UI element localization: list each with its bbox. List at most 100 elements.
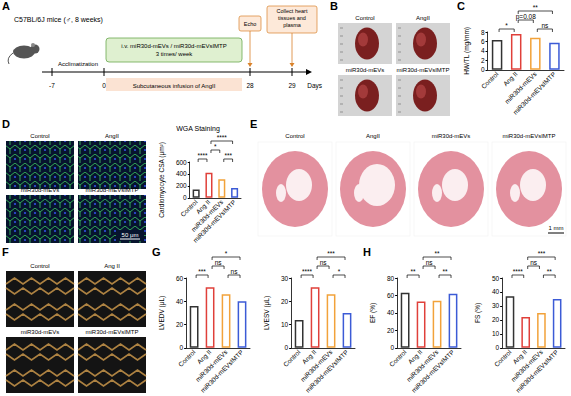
svg-text:Control: Control [285, 133, 304, 139]
svg-text:p=0.08: p=0.08 [516, 13, 536, 21]
svg-text:EF (%): EF (%) [369, 303, 377, 323]
svg-text:0: 0 [481, 66, 485, 73]
svg-text:****: **** [302, 268, 313, 275]
svg-text:30: 30 [492, 302, 500, 309]
svg-text:28: 28 [246, 82, 254, 89]
svg-text:Ang II: Ang II [104, 263, 120, 269]
svg-text:50 μm: 50 μm [122, 232, 139, 238]
svg-text:4: 4 [481, 47, 485, 54]
svg-text:miR30d-mEVsIMTP: miR30d-mEVsIMTP [511, 70, 556, 115]
svg-text:20: 20 [387, 327, 395, 334]
svg-text:**: ** [411, 268, 417, 275]
svg-text:20: 20 [176, 321, 184, 328]
svg-text:miR30d-mEVsIMTP: miR30d-mEVsIMTP [396, 67, 449, 73]
svg-text:10: 10 [281, 321, 289, 328]
svg-text:**: ** [443, 268, 449, 275]
svg-text:Echo: Echo [244, 21, 257, 27]
svg-text:29: 29 [288, 82, 296, 89]
svg-text:***: *** [538, 250, 546, 257]
svg-text:8: 8 [481, 29, 485, 36]
svg-text:40: 40 [387, 309, 395, 316]
svg-text:40: 40 [492, 288, 500, 295]
svg-text:FS (%): FS (%) [474, 303, 482, 323]
svg-text:ns: ns [231, 268, 239, 275]
svg-text:i.v. miR30d-mEVs / miR30d-mEVs: i.v. miR30d-mEVs / miR30d-mEVsIMTP [121, 43, 227, 49]
svg-text:WGA Staining: WGA Staining [176, 125, 220, 133]
svg-text:10: 10 [492, 330, 500, 337]
svg-text:*: * [505, 22, 508, 29]
svg-text:***: *** [198, 268, 206, 275]
svg-text:*: * [214, 143, 217, 150]
svg-text:1 mm: 1 mm [549, 225, 564, 231]
svg-text:****: **** [217, 134, 228, 141]
svg-text:miR30d-mEVs: miR30d-mEVs [346, 67, 385, 73]
svg-text:Control: Control [355, 15, 374, 21]
svg-text:plasma: plasma [283, 22, 302, 28]
svg-text:Subcutaneous infusion of AngII: Subcutaneous infusion of AngII [133, 83, 216, 89]
svg-text:miR30d-mEVs: miR30d-mEVs [432, 133, 471, 139]
svg-text:0: 0 [180, 344, 184, 351]
svg-text:Control: Control [177, 348, 197, 368]
svg-text:3 times/ week: 3 times/ week [156, 51, 194, 57]
svg-text:0: 0 [285, 344, 289, 351]
svg-text:miR30d-mEVsIMTP: miR30d-mEVsIMTP [199, 348, 244, 393]
svg-text:**: ** [547, 268, 553, 275]
svg-text:LVEDV (μL): LVEDV (μL) [158, 296, 166, 330]
svg-text:2: 2 [481, 57, 485, 64]
svg-text:miR30d-mEVsIMTP: miR30d-mEVsIMTP [85, 329, 138, 335]
svg-text:AngII: AngII [366, 133, 380, 139]
svg-text:tissues and: tissues and [278, 15, 306, 21]
svg-text:Control: Control [388, 348, 408, 368]
svg-text:80: 80 [387, 275, 395, 282]
svg-text:40: 40 [176, 298, 184, 305]
svg-text:miR30d-mEVsIMTP: miR30d-mEVsIMTP [502, 133, 555, 139]
svg-text:30: 30 [281, 275, 289, 282]
svg-text:Control: Control [282, 348, 302, 368]
svg-text:0: 0 [391, 344, 395, 351]
svg-text:miR30d-mEVsIMTP: miR30d-mEVsIMTP [514, 348, 559, 393]
svg-text:miR30d-mEVsIMTP: miR30d-mEVsIMTP [304, 348, 349, 393]
svg-text:Cardiomyocyte CSA (μm²): Cardiomyocyte CSA (μm²) [158, 142, 166, 218]
svg-text:600: 600 [176, 159, 187, 166]
svg-text:miR30d-mEVs: miR30d-mEVs [21, 329, 60, 335]
svg-text:miR30d-mEVs: miR30d-mEVs [21, 187, 60, 193]
svg-text:400: 400 [176, 170, 187, 177]
svg-text:Acclimatization: Acclimatization [58, 61, 98, 67]
svg-text:ns: ns [541, 22, 549, 29]
svg-text:***: *** [327, 250, 335, 257]
svg-text:Collect heart: Collect heart [277, 8, 308, 14]
svg-text:ns: ns [530, 259, 538, 266]
svg-text:***: *** [224, 152, 232, 159]
svg-text:60: 60 [387, 292, 395, 299]
svg-text:50: 50 [492, 275, 500, 282]
svg-text:*: * [338, 268, 341, 275]
svg-text:**: ** [435, 250, 441, 257]
svg-text:-7: -7 [49, 82, 55, 89]
svg-text:0: 0 [183, 194, 187, 201]
svg-text:Days: Days [307, 82, 323, 90]
svg-text:miR30d-mEVsIMTP: miR30d-mEVsIMTP [192, 198, 237, 243]
svg-text:20: 20 [492, 316, 500, 323]
svg-text:20: 20 [281, 298, 289, 305]
svg-text:0: 0 [102, 82, 106, 89]
svg-text:AngII: AngII [105, 133, 119, 139]
svg-text:Control: Control [30, 263, 49, 269]
svg-text:ns: ns [426, 259, 434, 266]
svg-text:C57BL/6J mice (♂, 8 weeks): C57BL/6J mice (♂, 8 weeks) [14, 16, 103, 24]
svg-text:LVESV (μL): LVESV (μL) [263, 296, 271, 330]
svg-text:Control: Control [493, 348, 513, 368]
svg-text:ns: ns [215, 259, 223, 266]
svg-text:200: 200 [176, 182, 187, 189]
svg-text:HW/TL (mg/mm): HW/TL (mg/mm) [463, 27, 471, 75]
svg-text:Control: Control [30, 133, 49, 139]
svg-text:AngII: AngII [416, 15, 430, 21]
svg-text:ns: ns [320, 259, 328, 266]
svg-text:miR30d-mEVsIMTP: miR30d-mEVsIMTP [410, 348, 455, 393]
svg-text:**: ** [533, 4, 539, 11]
svg-text:****: **** [513, 268, 524, 275]
svg-text:*: * [225, 250, 228, 257]
svg-text:miR30d-mEVs: miR30d-mEVs [503, 70, 538, 105]
svg-text:Control: Control [480, 70, 500, 90]
svg-text:miR30d-mEVsIMTP: miR30d-mEVsIMTP [85, 187, 138, 193]
svg-text:6: 6 [481, 38, 485, 45]
